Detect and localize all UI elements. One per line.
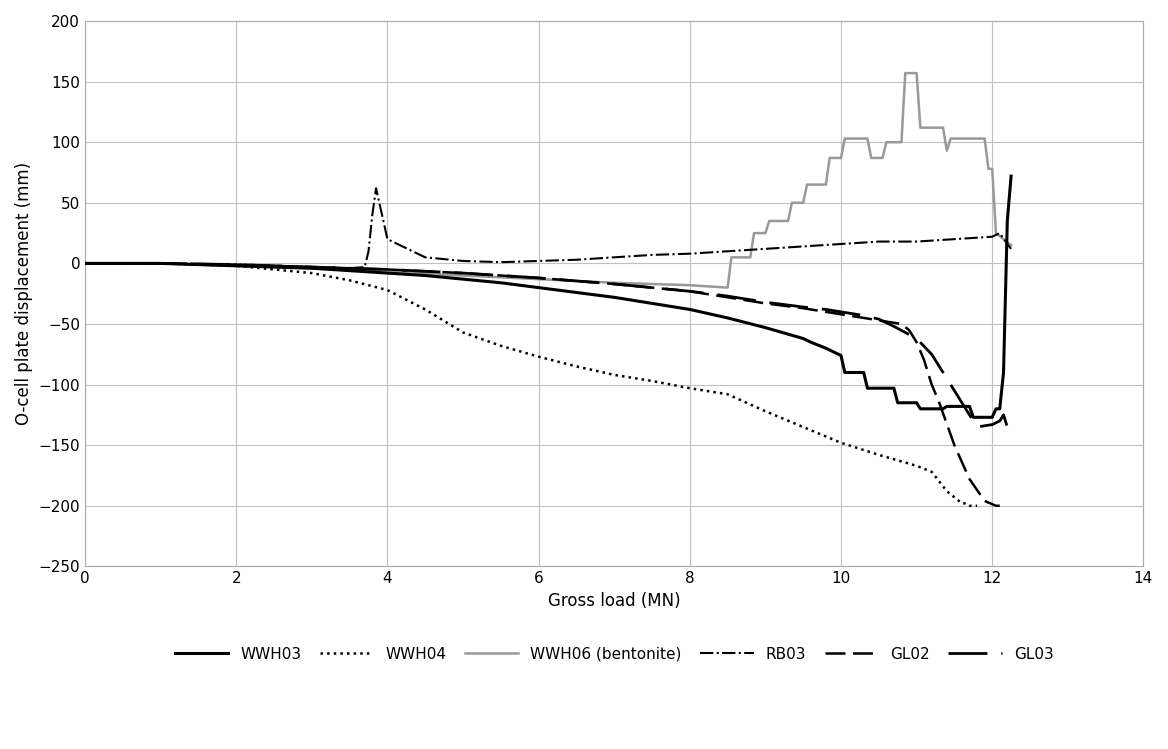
Legend: WWH03, WWH04, WWH06 (bentonite), RB03, GL02, GL03: WWH03, WWH04, WWH06 (bentonite), RB03, G… xyxy=(168,640,1059,668)
X-axis label: Gross load (MN): Gross load (MN) xyxy=(548,592,681,610)
Y-axis label: O-cell plate displacement (mm): O-cell plate displacement (mm) xyxy=(15,162,33,425)
